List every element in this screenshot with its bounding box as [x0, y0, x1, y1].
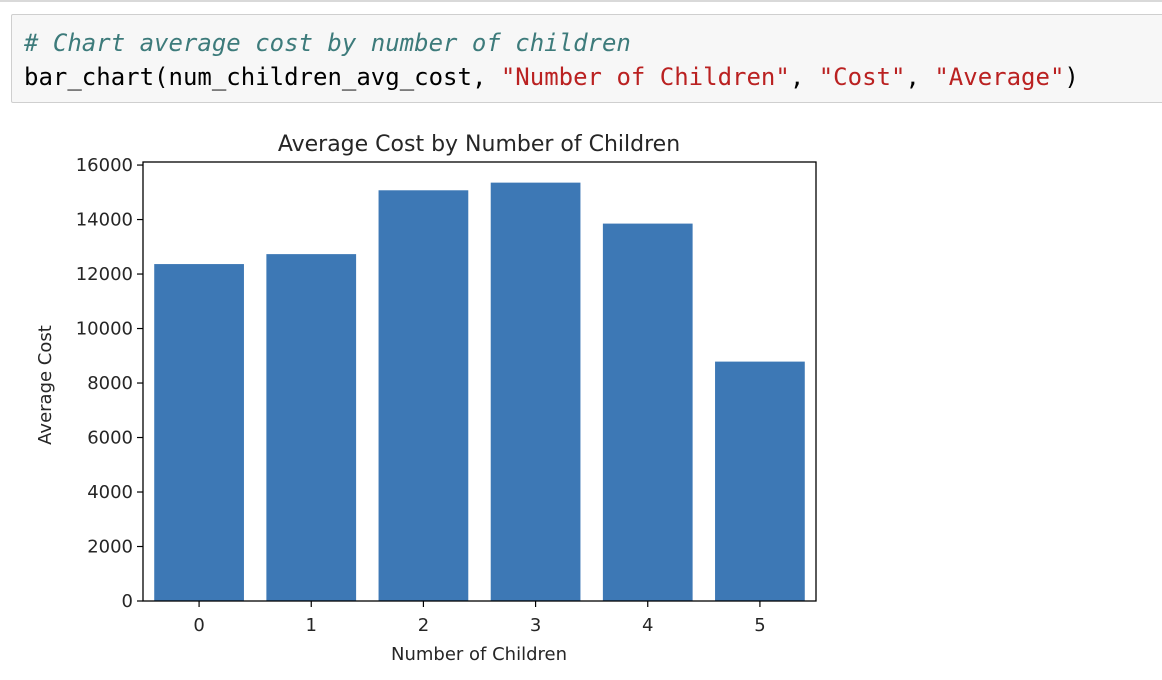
bar-0	[154, 264, 244, 601]
code-comment: # Chart average cost by number of childr…	[24, 29, 631, 57]
code-call-line: bar_chart(num_children_avg_cost, "Number…	[24, 63, 1079, 91]
code-comment-line: # Chart average cost by number of childr…	[24, 28, 631, 58]
bar-chart: Average Cost by Number of Children 0 2000…	[35, 132, 817, 665]
code-arg-metric: "Cost"	[818, 63, 906, 91]
y-axis-label: Average Cost	[35, 325, 56, 445]
x-tick-label: 0	[193, 615, 204, 636]
y-tick-label: 2000	[87, 537, 133, 558]
x-axis-ticks: 0 1 2 3 4 5	[193, 601, 766, 636]
bar-3	[490, 182, 581, 601]
bar-5	[715, 361, 805, 601]
code-arg-agg: "Average"	[934, 63, 1065, 91]
cell-top-rule	[0, 0, 1162, 2]
code-arg-xlabel: "Number of Children"	[500, 63, 790, 91]
code-function-name: bar_chart	[24, 63, 155, 91]
x-tick-label: 1	[306, 615, 317, 636]
y-tick-label: 12000	[76, 264, 133, 285]
chart-output: Average Cost by Number of Children 0 2000…	[0, 118, 860, 678]
y-tick-label: 0	[122, 591, 133, 612]
y-tick-label: 4000	[87, 482, 133, 503]
plot-frame	[142, 161, 817, 602]
y-tick-label: 10000	[76, 319, 133, 340]
x-axis-label: Number of Children	[391, 644, 567, 665]
bars-group	[154, 182, 805, 601]
code-cell[interactable]: # Chart average cost by number of childr…	[11, 14, 1162, 103]
x-tick-label: 2	[418, 615, 429, 636]
y-tick-label: 16000	[76, 155, 133, 176]
chart-title: Average Cost by Number of Children	[278, 132, 680, 157]
bar-2	[378, 190, 469, 601]
y-tick-label: 14000	[76, 210, 133, 231]
x-tick-label: 4	[642, 615, 653, 636]
y-tick-label: 8000	[87, 373, 133, 394]
bar-4	[602, 223, 693, 601]
x-tick-label: 3	[530, 615, 541, 636]
x-tick-label: 5	[754, 615, 765, 636]
y-axis-ticks: 0 2000 4000 6000 8000 10000 12000 14000 16000	[76, 155, 143, 612]
bar-1	[266, 254, 357, 601]
code-arg-dataset: num_children_avg_cost	[168, 63, 472, 91]
y-tick-label: 6000	[87, 428, 133, 449]
